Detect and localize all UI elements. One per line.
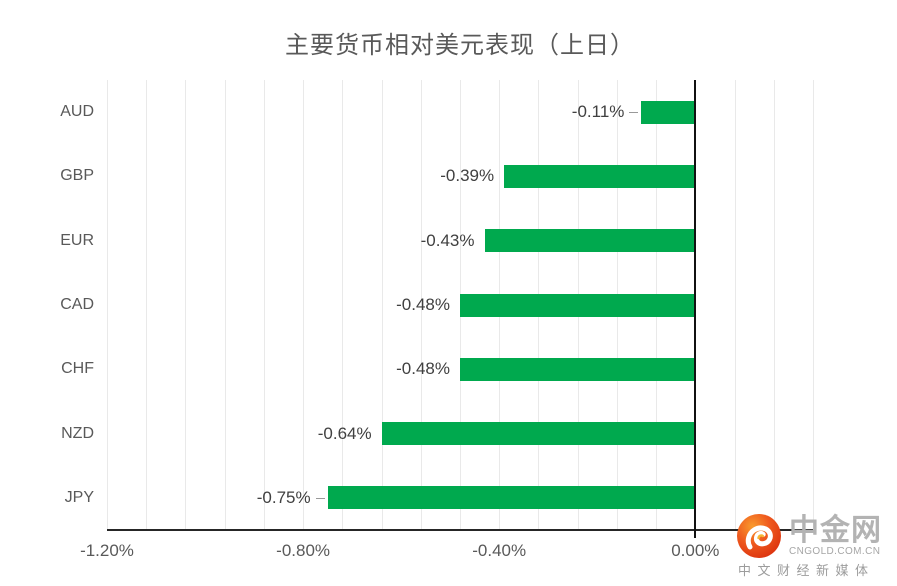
brand-domain: CNGOLD.COM.CN xyxy=(789,546,881,557)
label-leader-line xyxy=(629,112,639,114)
x-tick-label: -0.40% xyxy=(472,541,527,560)
vertical-gridline xyxy=(420,80,422,530)
category-label-aud: AUD xyxy=(60,103,94,121)
label-leader-line xyxy=(315,497,325,499)
cngold-logo-icon xyxy=(737,514,781,558)
vertical-gridline xyxy=(263,80,265,530)
vertical-gridline xyxy=(185,80,187,530)
value-label-jpy: -0.75% xyxy=(256,487,311,507)
bar-chf[interactable] xyxy=(460,357,696,381)
brand-tagline: 中文财经新媒体 xyxy=(738,563,875,578)
x-tick-label: -1.20% xyxy=(80,541,134,560)
x-axis-line xyxy=(107,529,813,531)
category-label-nzd: NZD xyxy=(61,424,94,442)
value-label-cad: -0.48% xyxy=(396,295,450,314)
category-label-gbp: GBP xyxy=(60,167,94,185)
vertical-gridline xyxy=(107,80,108,530)
vertical-gridline xyxy=(734,80,736,530)
category-label-jpy: JPY xyxy=(64,488,94,506)
value-label-aud: -0.11% xyxy=(571,102,625,122)
category-label-eur: EUR xyxy=(60,231,94,249)
vertical-gridline xyxy=(303,80,305,530)
bar-gbp[interactable] xyxy=(504,164,696,188)
category-label-cad: CAD xyxy=(60,296,94,313)
plot-area: AUD -0.11% GBP -0.39% EUR -0.43% CAD -0.48% CHF -… xyxy=(60,80,814,560)
bar-jpy[interactable] xyxy=(327,486,696,510)
vertical-gridline xyxy=(146,80,148,530)
chart-title: 主要货币相对美元表现（上日） xyxy=(285,32,635,59)
bar-aud[interactable] xyxy=(641,100,696,124)
vertical-gridline xyxy=(381,80,383,530)
bar-nzd[interactable] xyxy=(381,422,696,446)
category-label-chf: CHF xyxy=(61,360,94,378)
x-tick-label: -0.80% xyxy=(276,541,331,560)
value-label-chf: -0.48% xyxy=(396,359,450,379)
zero-axis-line xyxy=(694,80,697,538)
vertical-gridline xyxy=(813,80,814,530)
value-label-gbp: -0.39% xyxy=(440,166,495,186)
brand-name: 中金网 xyxy=(789,514,882,547)
vertical-gridline xyxy=(773,80,775,530)
x-tick-label: 0.00% xyxy=(671,541,720,560)
value-label-eur: -0.43% xyxy=(420,230,475,250)
cngold-watermark: 中金网 CNGOLD.COM.CN 中文财经新媒体 xyxy=(735,512,895,580)
value-label-nzd: -0.64% xyxy=(317,423,372,443)
bar-cad[interactable] xyxy=(460,293,696,317)
bar-eur[interactable] xyxy=(484,229,696,253)
vertical-gridline xyxy=(224,80,226,530)
vertical-gridline xyxy=(342,80,344,530)
